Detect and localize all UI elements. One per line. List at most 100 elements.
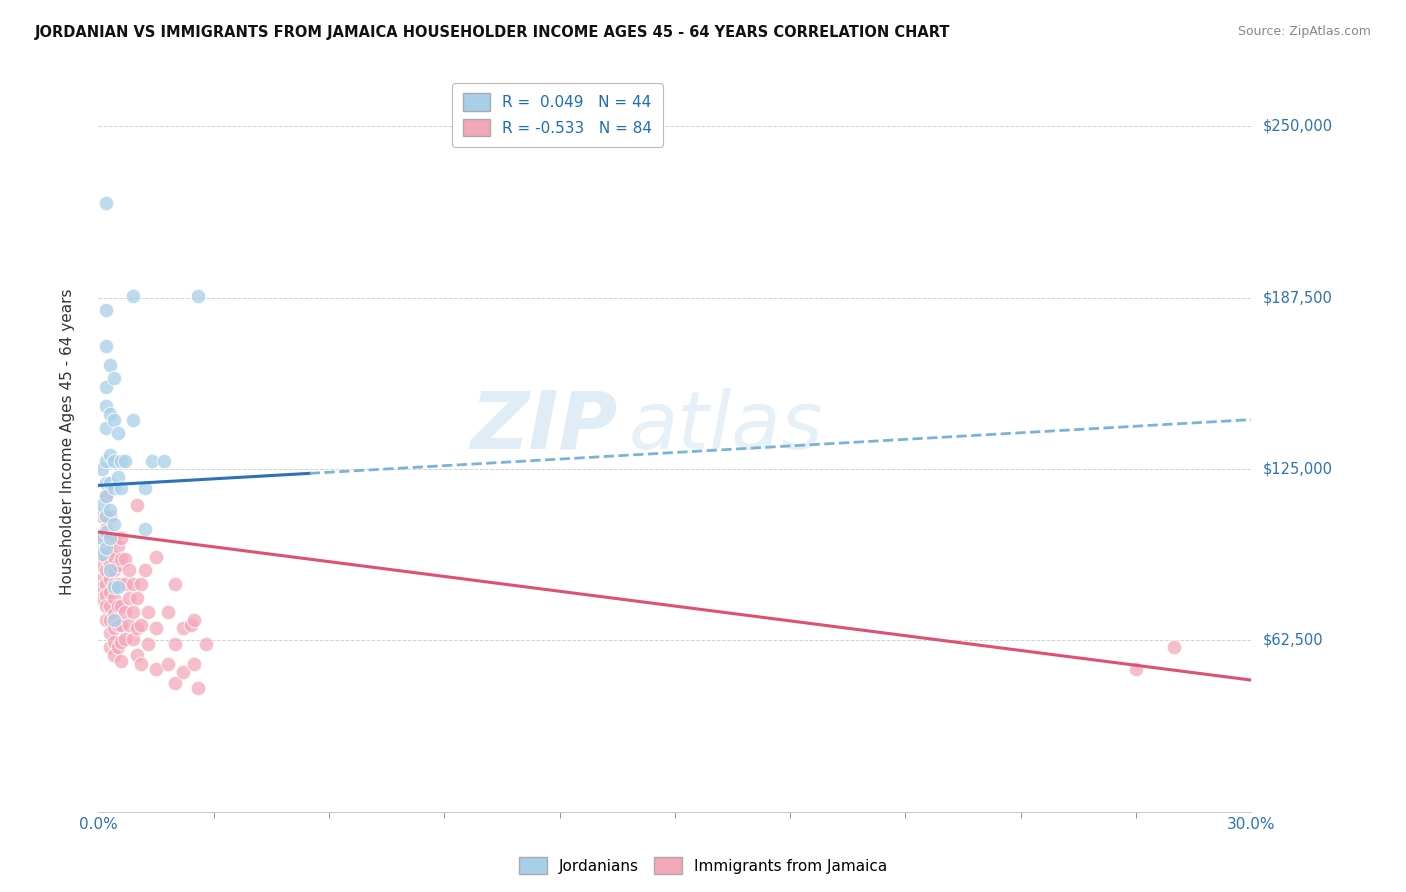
Point — [122, 605, 145, 619]
Point — [125, 648, 148, 663]
Point — [94, 522, 117, 536]
Point — [165, 637, 187, 651]
Point — [98, 508, 121, 523]
Point — [94, 380, 117, 394]
Point — [103, 607, 125, 622]
Point — [122, 289, 145, 303]
Point — [134, 522, 156, 536]
Point — [183, 657, 205, 671]
Point — [195, 637, 218, 651]
Text: $125,000: $125,000 — [1263, 461, 1333, 476]
Point — [183, 613, 205, 627]
Point — [91, 558, 114, 572]
Point — [129, 577, 152, 591]
Point — [110, 599, 132, 613]
Point — [94, 196, 117, 211]
Point — [103, 412, 125, 426]
Point — [187, 681, 209, 696]
Point — [125, 498, 148, 512]
Point — [98, 572, 121, 586]
Point — [98, 626, 121, 640]
Text: ZIP: ZIP — [470, 388, 617, 466]
Point — [94, 454, 117, 468]
Point — [91, 544, 114, 558]
Point — [103, 563, 125, 577]
Point — [103, 580, 125, 594]
Point — [103, 648, 125, 663]
Point — [94, 563, 117, 577]
Point — [98, 503, 121, 517]
Point — [134, 563, 156, 577]
Point — [138, 637, 160, 651]
Point — [98, 599, 121, 613]
Point — [107, 426, 129, 441]
Point — [94, 399, 117, 413]
Point — [165, 577, 187, 591]
Point — [98, 544, 121, 558]
Point — [180, 618, 202, 632]
Point — [141, 454, 163, 468]
Point — [122, 412, 145, 426]
Point — [107, 470, 129, 484]
Point — [91, 572, 114, 586]
Point — [145, 621, 167, 635]
Point — [122, 632, 145, 646]
Point — [114, 577, 136, 591]
Point — [98, 531, 121, 545]
Point — [94, 536, 117, 550]
Point — [98, 585, 121, 599]
Point — [114, 552, 136, 566]
Point — [107, 580, 129, 594]
Point — [129, 618, 152, 632]
Point — [103, 531, 125, 545]
Point — [91, 531, 114, 545]
Point — [94, 599, 117, 613]
Point — [103, 481, 125, 495]
Point — [98, 407, 121, 421]
Point — [98, 475, 121, 490]
Point — [98, 613, 121, 627]
Point — [125, 591, 148, 605]
Point — [156, 605, 179, 619]
Point — [103, 591, 125, 605]
Point — [91, 547, 114, 561]
Point — [91, 498, 114, 512]
Text: $250,000: $250,000 — [1263, 119, 1333, 134]
Point — [122, 577, 145, 591]
Point — [103, 621, 125, 635]
Point — [103, 634, 125, 648]
Point — [94, 577, 117, 591]
Point — [98, 448, 121, 462]
Point — [118, 563, 141, 577]
Point — [118, 591, 141, 605]
Point — [152, 454, 174, 468]
Point — [165, 676, 187, 690]
Point — [94, 549, 117, 564]
Point — [107, 539, 129, 553]
Point — [98, 358, 121, 372]
Point — [134, 481, 156, 495]
Text: atlas: atlas — [628, 388, 824, 466]
Point — [129, 657, 152, 671]
Point — [110, 577, 132, 591]
Point — [118, 618, 141, 632]
Point — [94, 524, 117, 539]
Point — [91, 462, 114, 476]
Point — [107, 640, 129, 655]
Point — [94, 588, 117, 602]
Point — [107, 558, 129, 572]
Point — [1125, 662, 1147, 676]
Point — [103, 371, 125, 385]
Point — [156, 657, 179, 671]
Legend: Jordanians, Immigrants from Jamaica: Jordanians, Immigrants from Jamaica — [513, 851, 893, 880]
Legend: R =  0.049   N = 44, R = -0.533   N = 84: R = 0.049 N = 44, R = -0.533 N = 84 — [451, 83, 664, 147]
Point — [114, 454, 136, 468]
Point — [110, 531, 132, 545]
Point — [187, 289, 209, 303]
Point — [98, 563, 121, 577]
Point — [138, 605, 160, 619]
Point — [107, 618, 129, 632]
Point — [145, 662, 167, 676]
Point — [91, 591, 114, 605]
Point — [110, 634, 132, 648]
